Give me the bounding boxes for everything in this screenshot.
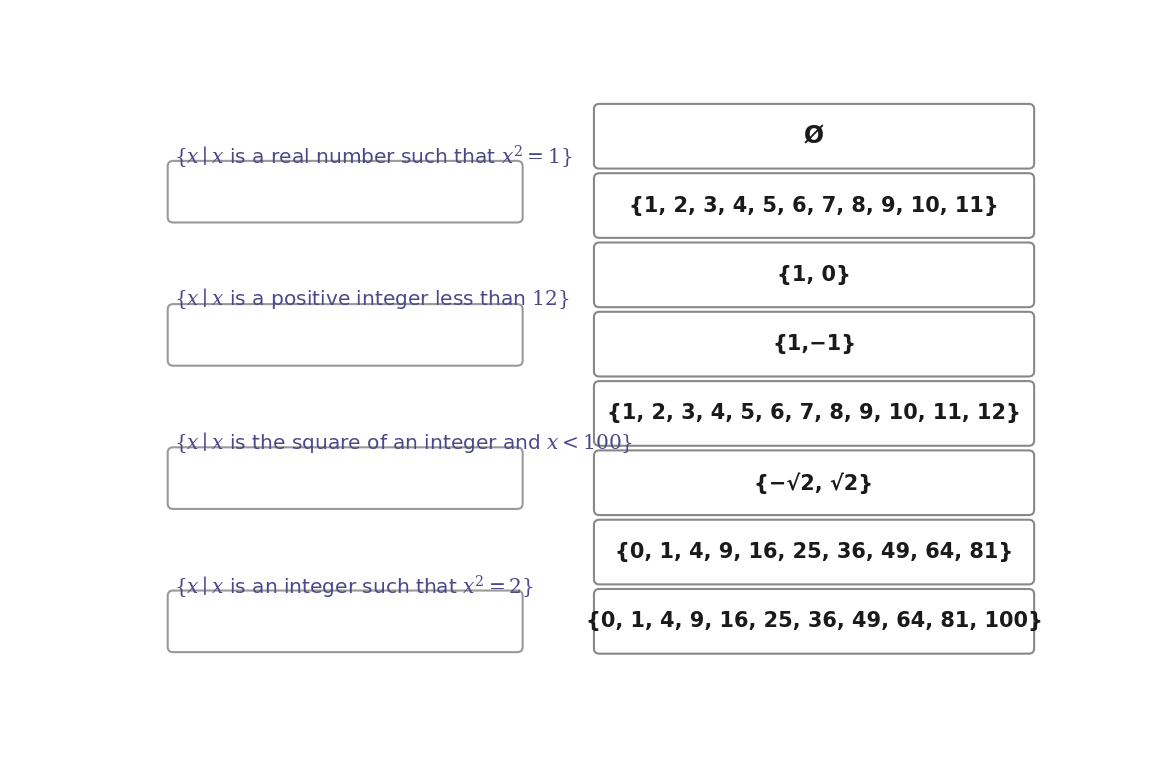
Text: {1, 0}: {1, 0} <box>777 265 851 285</box>
FancyBboxPatch shape <box>595 243 1034 307</box>
Text: {0, 1, 4, 9, 16, 25, 36, 49, 64, 81}: {0, 1, 4, 9, 16, 25, 36, 49, 64, 81} <box>614 542 1013 562</box>
Text: {1,−1}: {1,−1} <box>772 334 856 354</box>
FancyBboxPatch shape <box>595 520 1034 584</box>
Text: $\{x \mid x$ is a positive integer less than $12\}$: $\{x \mid x$ is a positive integer less … <box>174 286 570 310</box>
FancyBboxPatch shape <box>595 381 1034 445</box>
FancyBboxPatch shape <box>595 104 1034 168</box>
FancyBboxPatch shape <box>595 312 1034 376</box>
FancyBboxPatch shape <box>595 589 1034 653</box>
FancyBboxPatch shape <box>595 450 1034 515</box>
FancyBboxPatch shape <box>168 447 522 509</box>
Text: {0, 1, 4, 9, 16, 25, 36, 49, 64, 81, 100}: {0, 1, 4, 9, 16, 25, 36, 49, 64, 81, 100… <box>585 611 1043 632</box>
Text: {1, 2, 3, 4, 5, 6, 7, 8, 9, 10, 11}: {1, 2, 3, 4, 5, 6, 7, 8, 9, 10, 11} <box>630 196 999 216</box>
FancyBboxPatch shape <box>168 304 522 365</box>
Text: Ø: Ø <box>804 124 825 148</box>
Text: $\{x \mid x$ is an integer such that $x^2 = 2\}$: $\{x \mid x$ is an integer such that $x^… <box>174 573 534 601</box>
FancyBboxPatch shape <box>168 161 522 223</box>
Text: $\{x \mid x$ is a real number such that $x^2 = 1\}$: $\{x \mid x$ is a real number such that … <box>174 144 572 171</box>
FancyBboxPatch shape <box>595 173 1034 238</box>
Text: {−√2, √2}: {−√2, √2} <box>755 472 874 494</box>
Text: {1, 2, 3, 4, 5, 6, 7, 8, 9, 10, 11, 12}: {1, 2, 3, 4, 5, 6, 7, 8, 9, 10, 11, 12} <box>607 404 1021 424</box>
Text: $\{x \mid x$ is the square of an integer and $x < 100\}$: $\{x \mid x$ is the square of an integer… <box>174 431 633 456</box>
FancyBboxPatch shape <box>168 591 522 652</box>
